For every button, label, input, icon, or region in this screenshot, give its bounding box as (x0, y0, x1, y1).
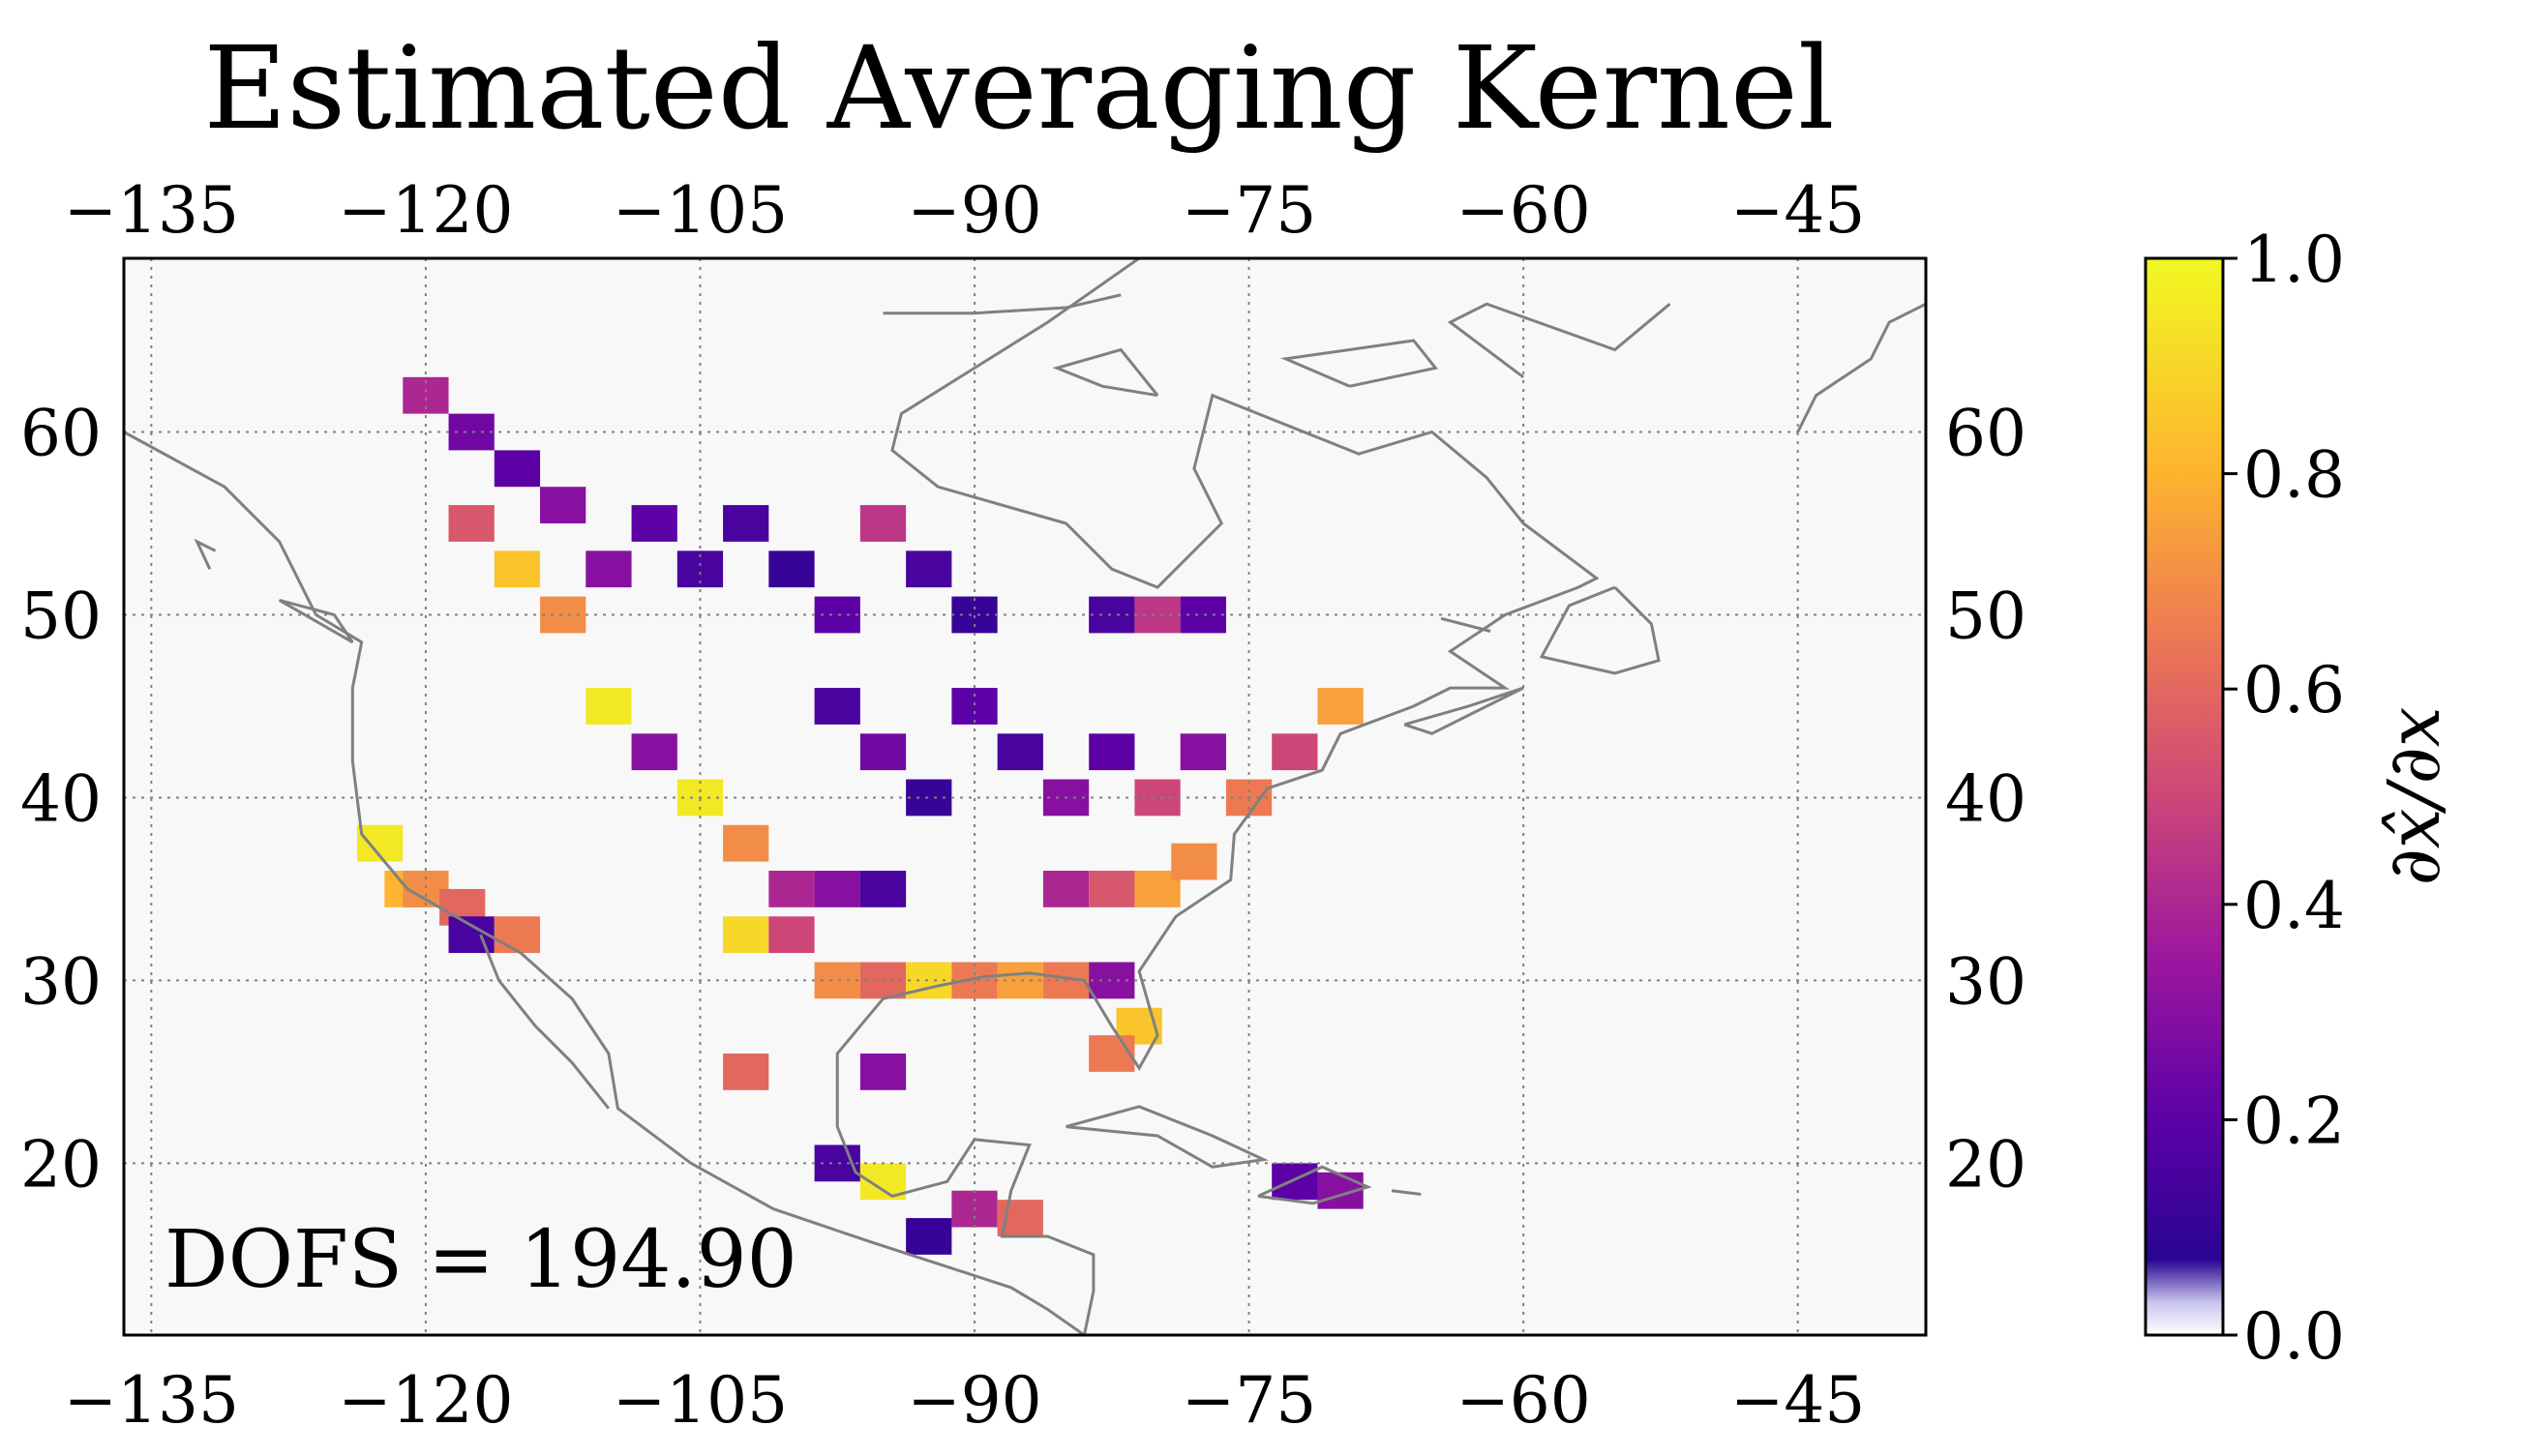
dofs-annotation: DOFS = 194.90 (165, 1214, 797, 1306)
coastline (883, 293, 1122, 315)
heatmap-cell (951, 596, 998, 634)
colorbar-tick-label: 0.2 (2243, 1084, 2345, 1158)
lon-tick-bottom: −90 (907, 1363, 1041, 1438)
coastline (835, 256, 1600, 1336)
heatmap-cell (1089, 733, 1135, 771)
coastline (1539, 585, 1661, 675)
heatmap-cell (859, 1053, 907, 1090)
lon-tick-top: −90 (907, 173, 1041, 248)
heatmap-cell (585, 688, 632, 725)
heatmap-cell (1089, 1035, 1135, 1072)
lat-tick-left: 30 (20, 944, 102, 1019)
coastlines (123, 256, 1927, 1337)
heatmap-cell (494, 450, 541, 488)
heatmap-cell (814, 688, 860, 725)
lat-tick-right: 50 (1945, 579, 2027, 653)
heatmap-cell (768, 916, 815, 954)
heatmap-cell (859, 733, 907, 771)
lon-tick-bottom: −105 (613, 1363, 788, 1438)
figure-title: Estimated Averaging Kernel (203, 21, 1834, 155)
coastline (1279, 339, 1439, 388)
heatmap-cell (1042, 871, 1090, 907)
heatmap-cell (1134, 779, 1181, 817)
heatmap-cell (906, 1218, 952, 1255)
colorbar-tick-label: 0.6 (2243, 653, 2345, 728)
coastline (1440, 616, 1491, 633)
heatmap-cell (1272, 1163, 1318, 1201)
colorbar-tick-label: 0.0 (2243, 1299, 2345, 1374)
lon-tick-top: −135 (64, 173, 239, 248)
heatmap-cell (631, 733, 677, 771)
heatmap-cell (1134, 596, 1181, 634)
lat-tick-right: 30 (1945, 944, 2027, 1019)
heatmap-cell (859, 505, 907, 542)
coastline (1052, 347, 1159, 398)
heatmap-cell (540, 487, 586, 523)
heatmap-cell (768, 550, 815, 588)
lat-tick-left: 20 (20, 1127, 102, 1202)
colorbar-ticks: 0.0 0.2 0.4 0.6 0.8 1.0 (2223, 223, 2345, 1374)
lat-tick-right: 60 (1945, 397, 2027, 471)
map-panel (122, 256, 1928, 1337)
heatmap-cell (631, 505, 677, 542)
lat-tick-left: 40 (20, 761, 102, 836)
colorbar: 0.0 0.2 0.4 0.6 0.8 1.0 ∂x̂/∂x (2144, 223, 2456, 1374)
coastline (1403, 686, 1524, 735)
heatmap-cell (723, 824, 769, 862)
heatmap-cell (997, 733, 1043, 771)
colorbar-tick-label: 1.0 (2243, 223, 2345, 297)
heatmap-cell (494, 550, 541, 588)
colorbar-gradient (2144, 256, 2225, 1337)
lat-tick-left: 60 (20, 397, 102, 471)
coastline (1257, 1165, 1372, 1205)
heatmap-cell (723, 505, 769, 542)
coastline (1066, 1105, 1269, 1169)
heatmap-cell (768, 871, 815, 907)
lon-tick-bottom: −75 (1182, 1363, 1316, 1438)
coastline (1447, 302, 1671, 378)
map-frame (122, 256, 1928, 1337)
lat-tick-right: 40 (1945, 761, 2027, 836)
heatmap-cell (1180, 733, 1226, 771)
coastline (278, 598, 354, 644)
colorbar-tick-label: 0.8 (2243, 438, 2345, 513)
heatmap-cell (723, 916, 769, 954)
axis-ticks: −135 −135 −120 −120 −105 −105 −90 −90 −75 −75 −60 −… (20, 173, 2027, 1438)
lat-tick-left: 50 (20, 579, 102, 653)
heatmap-cell (494, 916, 541, 954)
gridlines (124, 258, 1926, 1335)
lon-tick-top: −75 (1182, 173, 1316, 248)
coastline (479, 934, 611, 1110)
heatmap-cell (448, 505, 495, 542)
lon-tick-top: −120 (338, 173, 513, 248)
heatmap-cell (814, 871, 860, 907)
lon-tick-top: −105 (613, 173, 788, 248)
heatmap-cell (1089, 871, 1135, 907)
heatmap-cell (1317, 688, 1364, 725)
heatmap-cell (906, 550, 952, 588)
lon-tick-top: −45 (1730, 173, 1865, 248)
heatmap-cell (1171, 843, 1217, 880)
coastline (194, 538, 217, 570)
lon-tick-bottom: −135 (64, 1363, 239, 1438)
coastline (1391, 1189, 1422, 1196)
lon-tick-bottom: −120 (338, 1363, 513, 1438)
colorbar-tick-label: 0.4 (2243, 869, 2345, 943)
heatmap-cell (585, 550, 632, 588)
lon-tick-bottom: −60 (1456, 1363, 1590, 1438)
heatmap-cell (859, 871, 907, 907)
lon-tick-top: −60 (1456, 173, 1590, 248)
colorbar-label: ∂x̂/∂x (2373, 707, 2456, 886)
heatmap-cell (723, 1053, 769, 1090)
lon-tick-bottom: −45 (1730, 1363, 1865, 1438)
coastline (1796, 302, 1927, 433)
heatmap-cell (951, 688, 998, 725)
heatmap-cell (1272, 733, 1318, 771)
coastline (123, 431, 1086, 1337)
lat-tick-right: 20 (1945, 1127, 2027, 1202)
